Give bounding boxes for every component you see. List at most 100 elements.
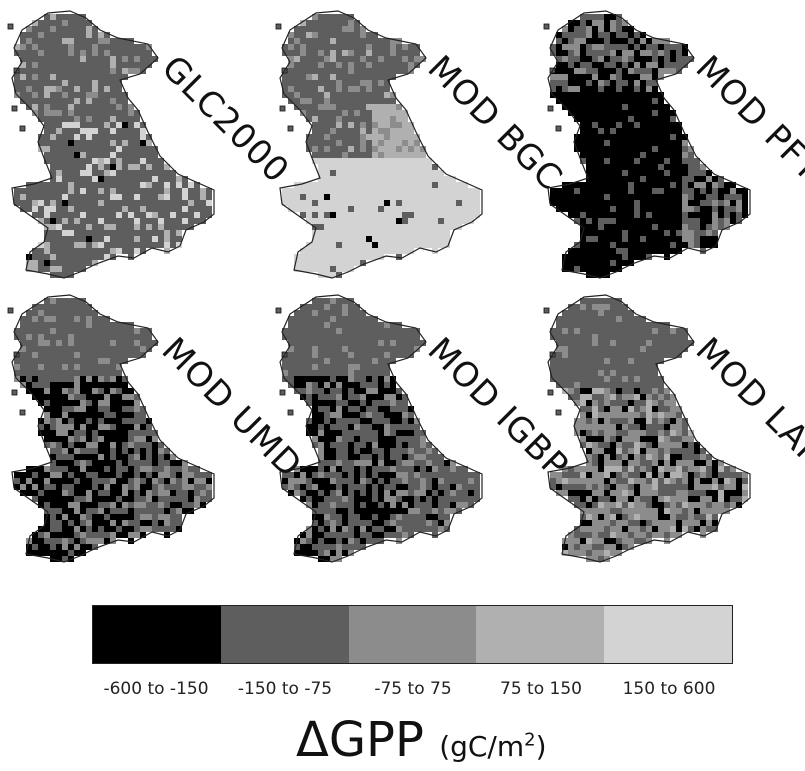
grid-cell xyxy=(44,376,50,382)
grid-cell xyxy=(110,68,116,74)
grid-cell xyxy=(354,50,360,56)
grid-cell xyxy=(164,206,170,212)
grid-cell xyxy=(134,68,140,74)
grid-cell xyxy=(122,110,128,116)
grid-cell xyxy=(432,230,438,236)
grid-cell xyxy=(462,182,468,188)
grid-cell xyxy=(622,38,628,44)
grid-cell xyxy=(444,188,450,194)
grid-cell xyxy=(318,104,324,110)
grid-cell xyxy=(92,436,98,442)
grid-cell xyxy=(110,340,116,346)
grid-cell xyxy=(62,170,68,176)
grid-cell xyxy=(300,322,306,328)
grid-cell xyxy=(300,38,306,44)
grid-cell xyxy=(318,310,324,316)
grid-cell xyxy=(426,236,432,242)
grid-cell xyxy=(330,110,336,116)
grid-cell xyxy=(586,230,592,236)
grid-cell xyxy=(38,424,44,430)
grid-cell xyxy=(456,472,462,478)
grid-cell xyxy=(86,128,92,134)
grid-cell xyxy=(622,334,628,340)
grid-cell xyxy=(580,310,586,316)
grid-cell xyxy=(438,218,444,224)
grid-cell xyxy=(342,526,348,532)
grid-cell xyxy=(640,400,646,406)
grid-cell xyxy=(20,472,26,478)
grid-cell xyxy=(652,448,658,454)
grid-cell xyxy=(330,170,336,176)
grid-cell xyxy=(294,550,300,556)
grid-cell xyxy=(634,38,640,44)
grid-cell xyxy=(56,128,62,134)
grid-cell xyxy=(98,484,104,490)
grid-cell xyxy=(330,412,336,418)
grid-cell xyxy=(312,20,318,26)
grid-cell xyxy=(342,502,348,508)
grid-cell xyxy=(140,164,146,170)
grid-cell xyxy=(450,188,456,194)
grid-cell xyxy=(676,56,682,62)
grid-cell xyxy=(74,496,80,502)
grid-cell xyxy=(408,526,414,532)
grid-cell xyxy=(134,424,140,430)
grid-cell xyxy=(342,170,348,176)
grid-cell xyxy=(598,128,604,134)
grid-cell xyxy=(110,460,116,466)
grid-cell xyxy=(342,50,348,56)
grid-cell xyxy=(300,544,306,550)
grid-cell xyxy=(616,158,622,164)
grid-cell xyxy=(670,442,676,448)
grid-cell xyxy=(122,460,128,466)
grid-cell xyxy=(26,364,32,370)
grid-cell xyxy=(104,466,110,472)
grid-cell xyxy=(580,430,586,436)
grid-cell xyxy=(288,38,294,44)
grid-cell xyxy=(610,86,616,92)
grid-cell xyxy=(56,556,62,562)
grid-cell xyxy=(336,520,342,526)
grid-cell xyxy=(330,544,336,550)
grid-cell xyxy=(176,176,182,182)
grid-cell xyxy=(74,68,80,74)
grid-cell xyxy=(378,188,384,194)
grid-cell xyxy=(658,448,664,454)
grid-cell xyxy=(312,298,318,304)
grid-cell xyxy=(32,266,38,272)
grid-cell xyxy=(110,442,116,448)
grid-cell xyxy=(110,412,116,418)
grid-cell xyxy=(462,484,468,490)
grid-cell xyxy=(616,32,622,38)
grid-cell xyxy=(580,194,586,200)
grid-cell xyxy=(38,304,44,310)
grid-cell xyxy=(200,218,206,224)
grid-cell xyxy=(98,508,104,514)
grid-cell xyxy=(438,170,444,176)
grid-cell xyxy=(50,122,56,128)
grid-cell xyxy=(414,158,420,164)
grid-cell xyxy=(420,430,426,436)
grid-cell xyxy=(50,158,56,164)
grid-cell xyxy=(348,236,354,242)
grid-cell xyxy=(378,328,384,334)
grid-cell xyxy=(652,322,658,328)
grid-cell xyxy=(366,496,372,502)
grid-cell xyxy=(306,328,312,334)
grid-cell xyxy=(32,32,38,38)
grid-cell xyxy=(628,316,634,322)
grid-cell xyxy=(640,158,646,164)
grid-cell xyxy=(628,152,634,158)
grid-cell xyxy=(658,188,664,194)
grid-cell xyxy=(80,110,86,116)
grid-cell xyxy=(324,254,330,260)
grid-cell xyxy=(598,176,604,182)
grid-cell xyxy=(348,334,354,340)
grid-cell xyxy=(116,164,122,170)
grid-cell xyxy=(354,236,360,242)
grid-cell xyxy=(92,322,98,328)
grid-cell xyxy=(360,242,366,248)
grid-cell xyxy=(62,466,68,472)
grid-cell xyxy=(68,436,74,442)
grid-cell xyxy=(372,508,378,514)
